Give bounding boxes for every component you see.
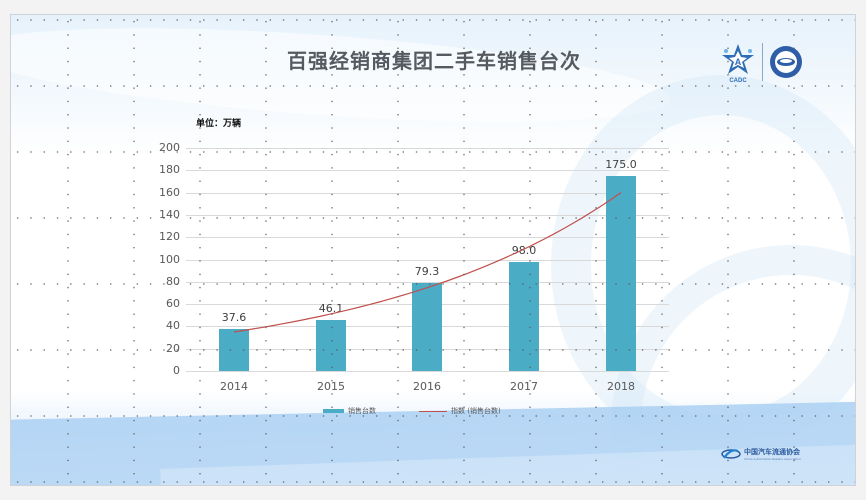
legend-line-swatch [419,410,447,412]
slide: 百强经销商集团二手车销售台次 A CADC 单位：万辆 0 20 40 60 80 100… [10,14,856,486]
legend-item-trendline: 指数 (销售台数) [419,406,501,416]
legend-bar-swatch [323,409,344,413]
legend-item-bars: 销售台数 [323,406,376,416]
footer-logo: 中国汽车流通协会 China Automobile Dealers Associ… [721,447,801,461]
footer-org-subtitle: China Automobile Dealers Association [744,457,802,461]
legend-label: 指数 (销售台数) [451,407,501,415]
footer-org-name: 中国汽车流通协会 [744,448,800,456]
legend-label: 销售台数 [348,407,376,415]
association-swoosh-icon [721,449,741,459]
